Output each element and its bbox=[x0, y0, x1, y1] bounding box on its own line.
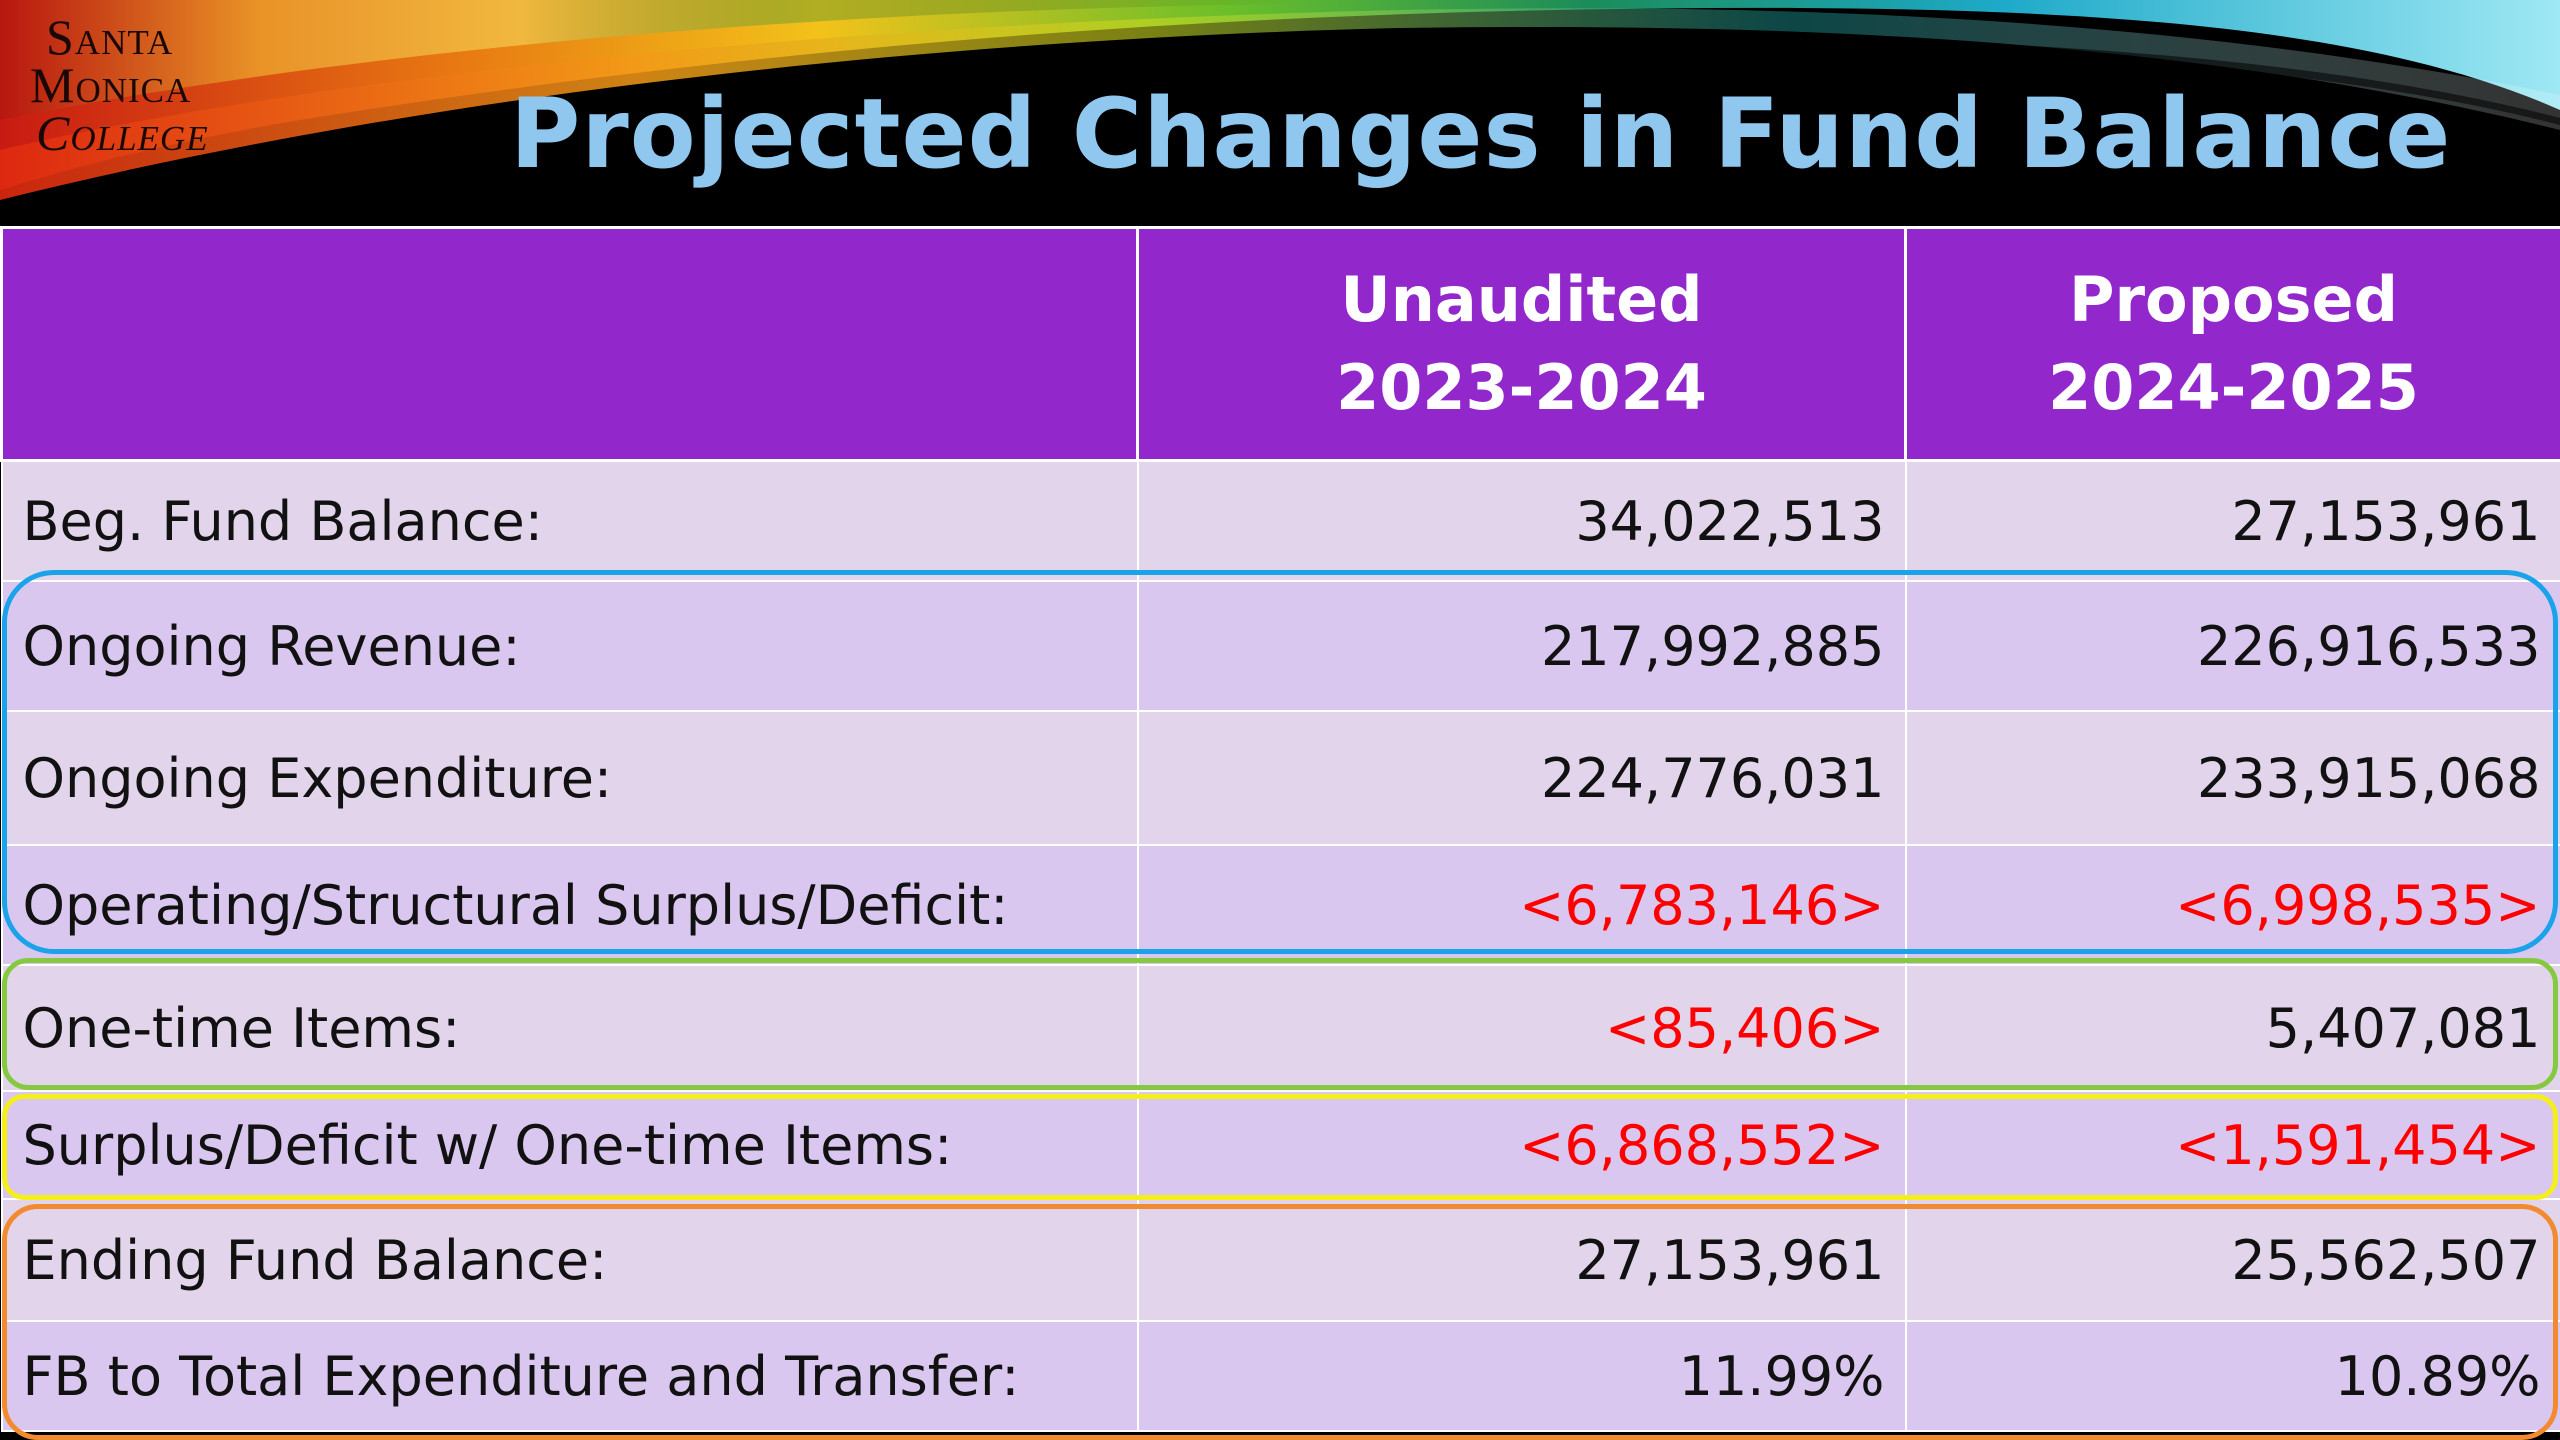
value-2024-2025: 5,407,081 bbox=[1904, 964, 2560, 1092]
table-row: One-time Items: <85,406> 5,407,081 bbox=[0, 964, 2560, 1092]
logo-line-2: Monica bbox=[30, 57, 192, 113]
table-row: FB to Total Expenditure and Transfer: 11… bbox=[0, 1320, 2560, 1432]
negative-value: <6,868,552> bbox=[1519, 1113, 1885, 1177]
fund-balance-table-wrap: Unaudited 2023-2024 Proposed 2024-2025 B… bbox=[0, 226, 2560, 1440]
table-row: Surplus/Deficit w/ One-time Items: <6,86… bbox=[0, 1090, 2560, 1200]
row-label: One-time Items: bbox=[0, 964, 1139, 1092]
slide-title: Projected Changes in Fund Balance bbox=[510, 78, 2452, 190]
value-2024-2025: 27,153,961 bbox=[1904, 459, 2560, 582]
table-row: Ending Fund Balance: 27,153,961 25,562,5… bbox=[0, 1198, 2560, 1322]
value-2023-2024: <6,783,146> bbox=[1136, 844, 1907, 966]
negative-value: <6,783,146> bbox=[1519, 873, 1885, 937]
value-2024-2025: 10.89% bbox=[1904, 1320, 2560, 1432]
value-2024-2025: 233,915,068 bbox=[1904, 710, 2560, 846]
value-2024-2025: 25,562,507 bbox=[1904, 1198, 2560, 1322]
negative-value: <1,591,454> bbox=[2175, 1113, 2541, 1177]
value-2023-2024: <6,868,552> bbox=[1136, 1090, 1907, 1200]
value-2024-2025: 226,916,533 bbox=[1904, 580, 2560, 712]
logo-line-1: Santa bbox=[46, 9, 174, 65]
header-cell-label bbox=[0, 226, 1139, 462]
logo-line-3: College bbox=[36, 105, 209, 161]
table-row: Beg. Fund Balance: 34,022,513 27,153,961 bbox=[0, 459, 2560, 582]
header-cell-unaudited: Unaudited 2023-2024 bbox=[1136, 226, 1907, 462]
header-unaudited-line-1: Unaudited bbox=[1340, 263, 1703, 336]
row-label: Beg. Fund Balance: bbox=[0, 459, 1139, 582]
row-label: Ongoing Revenue: bbox=[0, 580, 1139, 712]
value-2024-2025: <1,591,454> bbox=[1904, 1090, 2560, 1200]
table-row: Ongoing Revenue: 217,992,885 226,916,533 bbox=[0, 580, 2560, 712]
row-label: Surplus/Deficit w/ One-time Items: bbox=[0, 1090, 1139, 1200]
row-label: Operating/Structural Surplus/Deficit: bbox=[0, 844, 1139, 966]
header-proposed-line-2: 2024-2025 bbox=[2048, 351, 2419, 424]
negative-value: <6,998,535> bbox=[2175, 873, 2541, 937]
value-2023-2024: 217,992,885 bbox=[1136, 580, 1907, 712]
header-swoosh-graphic bbox=[0, 0, 2560, 225]
row-label: Ending Fund Balance: bbox=[0, 1198, 1139, 1322]
value-2023-2024: 11.99% bbox=[1136, 1320, 1907, 1432]
header-cell-proposed: Proposed 2024-2025 bbox=[1904, 226, 2560, 462]
header-proposed-line-1: Proposed bbox=[2069, 263, 2398, 336]
value-2023-2024: <85,406> bbox=[1136, 964, 1907, 1092]
college-logo: Santa Monica College bbox=[26, 12, 226, 182]
value-2023-2024: 34,022,513 bbox=[1136, 459, 1907, 582]
table-header-row: Unaudited 2023-2024 Proposed 2024-2025 bbox=[0, 226, 2560, 462]
fund-balance-table: Unaudited 2023-2024 Proposed 2024-2025 B… bbox=[0, 226, 2560, 1432]
header-unaudited-line-2: 2023-2024 bbox=[1336, 351, 1707, 424]
value-2023-2024: 224,776,031 bbox=[1136, 710, 1907, 846]
negative-value: <85,406> bbox=[1605, 996, 1885, 1060]
value-2024-2025: <6,998,535> bbox=[1904, 844, 2560, 966]
value-2023-2024: 27,153,961 bbox=[1136, 1198, 1907, 1322]
table-row: Operating/Structural Surplus/Deficit: <6… bbox=[0, 844, 2560, 966]
row-label: FB to Total Expenditure and Transfer: bbox=[0, 1320, 1139, 1432]
row-label: Ongoing Expenditure: bbox=[0, 710, 1139, 846]
table-row: Ongoing Expenditure: 224,776,031 233,915… bbox=[0, 710, 2560, 846]
header-band: Santa Monica College Projected Changes i… bbox=[0, 0, 2560, 225]
